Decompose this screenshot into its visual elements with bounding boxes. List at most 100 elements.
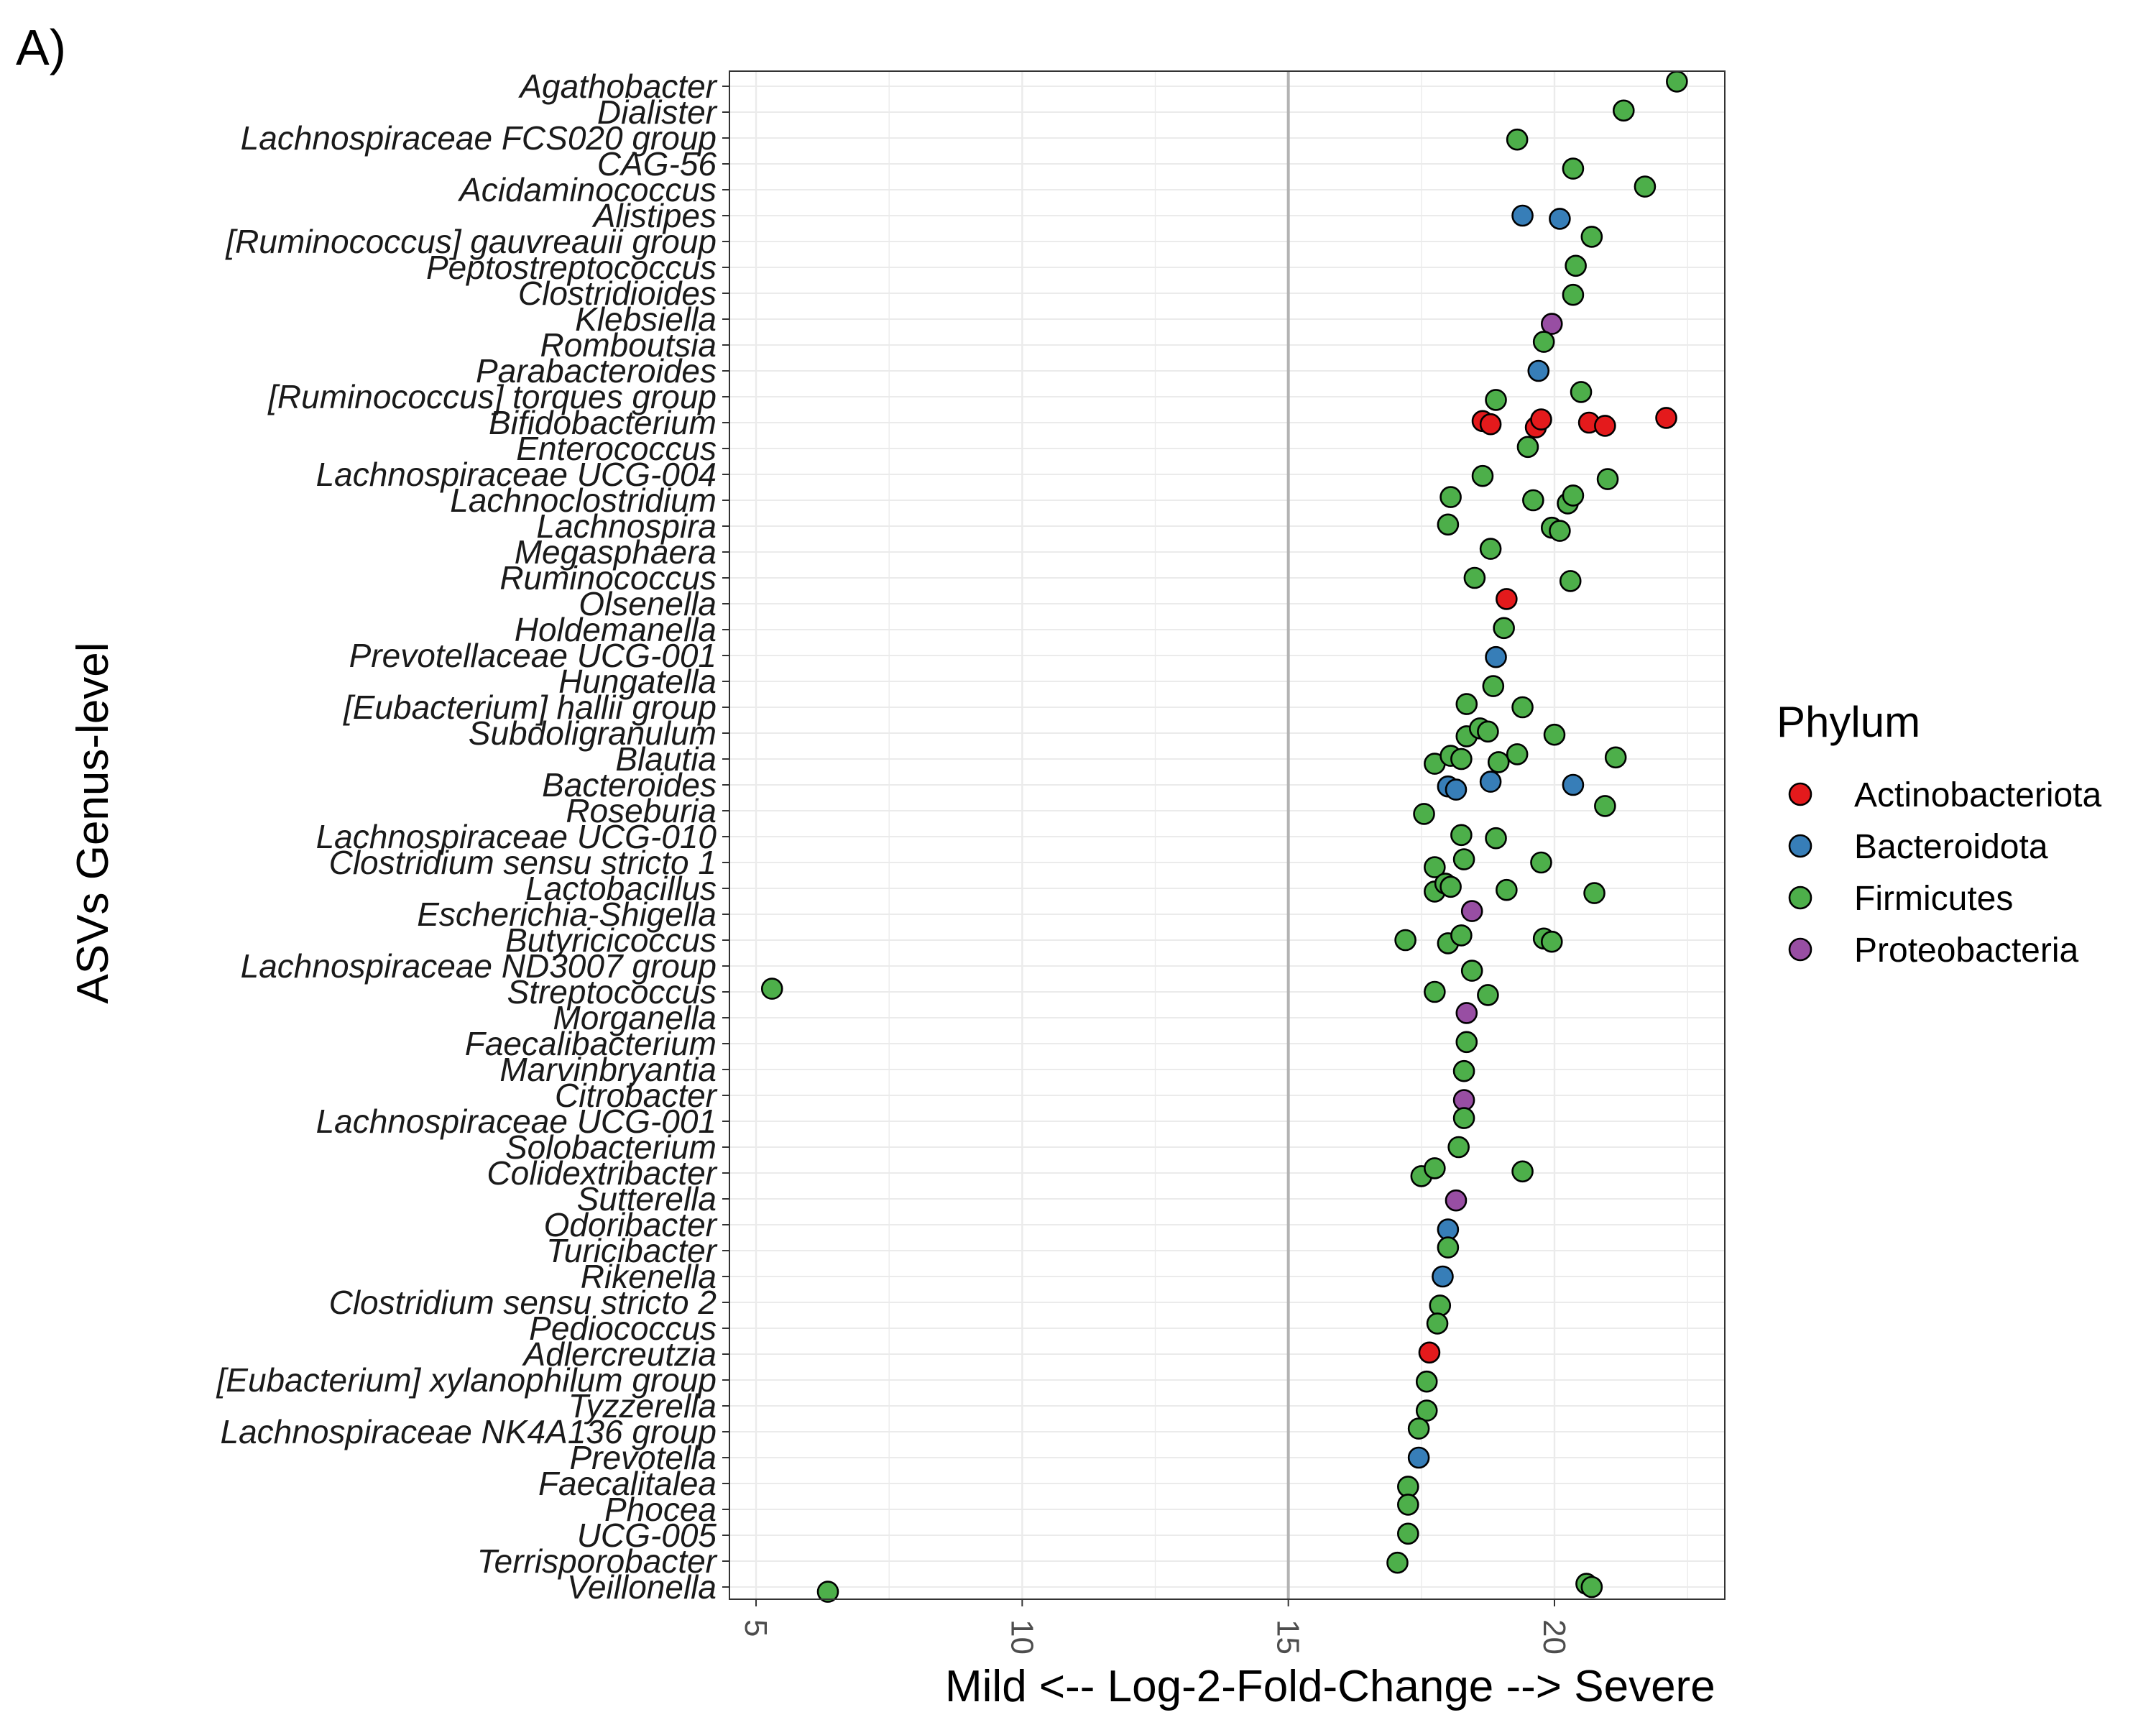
y-tick-label: Faecalitalea bbox=[538, 1465, 717, 1502]
data-point bbox=[1496, 878, 1518, 901]
data-point bbox=[1562, 484, 1585, 507]
data-point bbox=[1450, 824, 1473, 847]
data-point bbox=[1445, 778, 1468, 801]
y-tick-label: Roseburia bbox=[566, 792, 717, 829]
data-point bbox=[1562, 157, 1585, 180]
data-point bbox=[1426, 1312, 1449, 1335]
y-tick-label: Veillonella bbox=[567, 1568, 717, 1606]
data-point bbox=[1583, 882, 1606, 904]
legend-key bbox=[1788, 782, 1812, 806]
y-tick-label: Escherichia-Shigella bbox=[417, 896, 717, 933]
data-point bbox=[1455, 1031, 1478, 1054]
y-tick-label: Citrobacter bbox=[555, 1077, 718, 1114]
data-point bbox=[1445, 1189, 1468, 1212]
data-point bbox=[1565, 254, 1587, 277]
data-point bbox=[1506, 128, 1529, 151]
y-tick-label: Turicibacter bbox=[546, 1232, 718, 1269]
y-tick-label: Bacteroides bbox=[542, 766, 717, 804]
data-point bbox=[1530, 851, 1552, 874]
y-tick-label: Olsenella bbox=[579, 585, 717, 622]
y-tick-label: Rikenella bbox=[581, 1258, 717, 1295]
y-tick-label: Butyricicoccus bbox=[505, 921, 717, 959]
y-tick-label: Lachnospiraceae NK4A136 group bbox=[221, 1413, 717, 1450]
legend-label: Bacteroidota bbox=[1854, 828, 2048, 866]
legend-label: Proteobacteria bbox=[1854, 932, 2078, 970]
y-tick-label: Ruminococcus bbox=[499, 559, 717, 597]
data-point bbox=[1477, 984, 1499, 1006]
y-tick-label: Streptococcus bbox=[507, 973, 717, 1011]
y-tick-label: Holdemanella bbox=[515, 611, 717, 648]
plot-border bbox=[729, 70, 1726, 1600]
y-tick-label: Lachnospiraceae ND3007 group bbox=[241, 947, 717, 985]
data-points bbox=[760, 70, 1688, 1603]
data-point bbox=[760, 978, 783, 1000]
y-tick-label: [Ruminococcus] gauvreauii group bbox=[225, 223, 717, 260]
legend-title: Phylum bbox=[1777, 698, 1920, 746]
y-tick-label: Lactobacillus bbox=[525, 870, 717, 907]
legend-label: Firmicutes bbox=[1854, 880, 2013, 918]
data-point bbox=[1540, 313, 1563, 335]
y-tick-label: Tyzzerella bbox=[568, 1387, 717, 1425]
data-point bbox=[1460, 900, 1483, 922]
y-tick-label: Lachnospiraceae UCG-010 bbox=[316, 818, 717, 855]
data-point bbox=[1439, 875, 1462, 898]
y-tick-label: Dialister bbox=[597, 93, 718, 131]
data-point bbox=[1516, 436, 1539, 459]
data-point bbox=[1439, 486, 1462, 508]
data-point bbox=[1559, 570, 1582, 592]
y-tick-label: Terrisporobacter bbox=[477, 1542, 718, 1580]
y-tick-label: Sutterella bbox=[577, 1180, 717, 1218]
y-tick-label: Lachnospira bbox=[536, 507, 717, 545]
data-point bbox=[1452, 1107, 1475, 1129]
data-point bbox=[1418, 1341, 1441, 1364]
y-tick-label: Subdoligranulum bbox=[469, 714, 717, 752]
data-point bbox=[1415, 1370, 1438, 1393]
y-tick-label: Clostridium sensu stricto 1 bbox=[329, 844, 717, 881]
x-axis-title: Mild <-- Log-2-Fold-Change --> Severe bbox=[945, 1662, 1715, 1711]
data-point bbox=[1594, 415, 1616, 437]
y-tick-label: Colidextribacter bbox=[487, 1154, 717, 1192]
data-point bbox=[1527, 359, 1550, 382]
data-point bbox=[1604, 746, 1627, 769]
data-point bbox=[1522, 489, 1544, 512]
legend-items: Actinobacteriota Bacteroidota Firmicutes Pr… bbox=[1788, 776, 2102, 970]
data-point bbox=[1530, 408, 1552, 431]
y-tick-label: Clostridioides bbox=[518, 275, 717, 312]
y-tick-label: Prevotellaceae UCG-001 bbox=[349, 637, 717, 674]
data-point bbox=[1543, 723, 1566, 746]
data-point bbox=[1511, 1160, 1534, 1183]
data-point bbox=[1506, 743, 1529, 765]
data-point bbox=[1580, 226, 1603, 248]
data-point bbox=[1407, 1417, 1430, 1440]
data-point bbox=[1482, 675, 1505, 697]
y-tick-label: Solobacterium bbox=[505, 1128, 717, 1166]
data-point bbox=[1432, 1265, 1454, 1288]
legend: Phylum Actinobacteriota Bacteroidota Firmi… bbox=[1777, 698, 2102, 970]
data-point bbox=[1634, 175, 1657, 198]
y-tick-label: Alistipes bbox=[591, 197, 717, 234]
legend-key bbox=[1788, 886, 1812, 910]
data-point bbox=[1479, 538, 1502, 560]
data-point bbox=[1415, 1399, 1438, 1422]
y-tick-label: Agathobacter bbox=[517, 68, 717, 105]
data-point bbox=[816, 1581, 839, 1603]
y-tick-label: Marvinbryantia bbox=[499, 1051, 717, 1088]
data-point bbox=[1477, 720, 1499, 743]
data-point bbox=[1511, 204, 1534, 227]
data-point bbox=[1447, 1136, 1470, 1159]
data-point bbox=[1549, 208, 1571, 230]
data-point bbox=[1471, 464, 1494, 487]
data-point bbox=[1429, 1294, 1452, 1317]
x-tick-labels: 5 10 15 20 bbox=[738, 1599, 1572, 1655]
data-point bbox=[1612, 99, 1635, 122]
y-tick-label: Prevotella bbox=[569, 1439, 717, 1476]
data-point bbox=[1397, 1494, 1419, 1516]
data-point bbox=[1580, 1576, 1603, 1598]
data-point bbox=[1450, 924, 1473, 947]
data-point bbox=[1485, 389, 1507, 411]
data-point bbox=[1394, 929, 1416, 952]
y-tick-label: Megasphaera bbox=[515, 533, 717, 571]
data-point bbox=[1437, 1236, 1460, 1259]
